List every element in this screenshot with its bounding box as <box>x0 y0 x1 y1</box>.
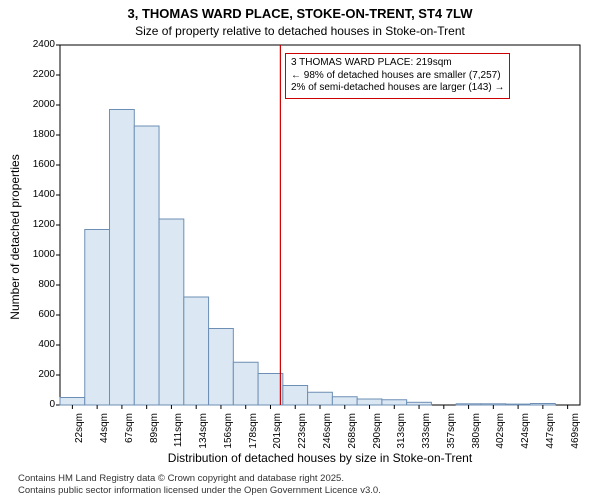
x-tick-label: 290sqm <box>372 413 383 463</box>
y-tick-label: 0 <box>25 399 55 410</box>
x-tick-label: 178sqm <box>248 413 259 463</box>
y-tick-label: 1800 <box>25 129 55 140</box>
footer-line1: Contains HM Land Registry data © Crown c… <box>18 473 381 485</box>
x-tick-label: 333sqm <box>421 413 432 463</box>
x-tick-label: 223sqm <box>297 413 308 463</box>
y-tick-label: 200 <box>25 369 55 380</box>
y-tick-label: 600 <box>25 309 55 320</box>
y-tick-label: 2200 <box>25 69 55 80</box>
annotation-line3: 2% of semi-detached houses are larger (1… <box>291 82 504 95</box>
x-tick-label: 402sqm <box>495 413 506 463</box>
x-tick-label: 67sqm <box>124 413 135 463</box>
reference-annotation-box: 3 THOMAS WARD PLACE: 219sqm ← 98% of det… <box>285 53 510 99</box>
x-tick-label: 89sqm <box>149 413 160 463</box>
x-tick-label: 134sqm <box>198 413 209 463</box>
x-tick-label: 156sqm <box>223 413 234 463</box>
x-tick-label: 44sqm <box>99 413 110 463</box>
x-tick-label: 201sqm <box>272 413 283 463</box>
x-tick-label: 246sqm <box>322 413 333 463</box>
histogram-chart: 3, THOMAS WARD PLACE, STOKE-ON-TRENT, ST… <box>0 0 600 500</box>
x-tick-label: 268sqm <box>347 413 358 463</box>
y-tick-label: 1600 <box>25 159 55 170</box>
y-tick-label: 1400 <box>25 189 55 200</box>
y-tick-label: 2400 <box>25 39 55 50</box>
annotation-line1: 3 THOMAS WARD PLACE: 219sqm <box>291 57 504 70</box>
footer-line2: Contains public sector information licen… <box>18 485 381 497</box>
footer-attribution: Contains HM Land Registry data © Crown c… <box>18 473 381 497</box>
y-tick-label: 800 <box>25 279 55 290</box>
y-tick-label: 2000 <box>25 99 55 110</box>
x-tick-label: 424sqm <box>520 413 531 463</box>
y-tick-label: 1200 <box>25 219 55 230</box>
y-tick-label: 1000 <box>25 249 55 260</box>
x-tick-label: 447sqm <box>545 413 556 463</box>
x-tick-label: 111sqm <box>173 413 184 463</box>
x-tick-label: 313sqm <box>396 413 407 463</box>
x-tick-label: 469sqm <box>570 413 581 463</box>
x-tick-label: 380sqm <box>471 413 482 463</box>
x-tick-label: 357sqm <box>446 413 457 463</box>
x-tick-label: 22sqm <box>74 413 85 463</box>
annotation-line2: ← 98% of detached houses are smaller (7,… <box>291 70 504 83</box>
y-tick-label: 400 <box>25 339 55 350</box>
